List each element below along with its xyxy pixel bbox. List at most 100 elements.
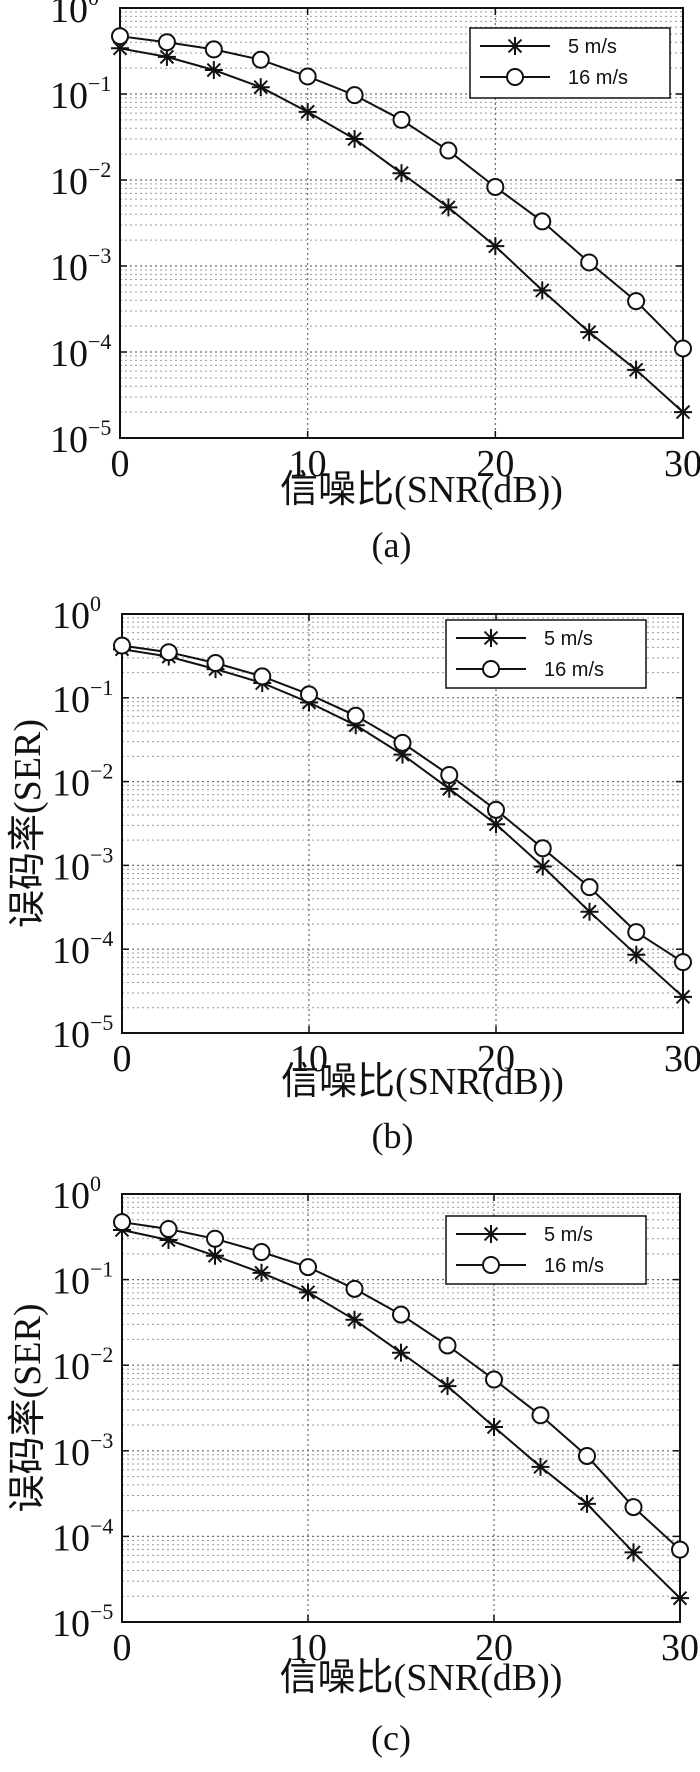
star-stroke (440, 1378, 455, 1394)
star-stroke (206, 62, 222, 78)
star-stroke (507, 38, 523, 54)
star-stroke (628, 362, 644, 378)
star-marker (580, 902, 599, 921)
star-stroke (579, 1496, 595, 1512)
x-tick-label: 10 (289, 443, 327, 485)
star-stroke (533, 1459, 548, 1475)
y-tick-label: 100 (50, 0, 99, 31)
circle-marker (392, 110, 411, 129)
star-marker (482, 1225, 500, 1243)
star-marker (392, 1343, 410, 1362)
y-tick-label: 10−4 (52, 926, 113, 972)
y-tick-label: 100 (52, 1171, 101, 1217)
star-stroke (300, 1285, 316, 1300)
legend: 5 m/s 16 m/s (445, 1215, 647, 1285)
series-line (121, 1229, 681, 1599)
star-marker (533, 857, 552, 876)
circle-marker (482, 660, 500, 678)
star-marker (392, 164, 411, 183)
circle-marker (159, 643, 178, 662)
star-stroke (483, 630, 499, 646)
star-stroke (347, 1312, 362, 1327)
circle-marker (346, 706, 365, 725)
star-stroke (629, 947, 644, 962)
y-tick-base: 10 (52, 1517, 90, 1559)
y-tick-label: 10−3 (50, 243, 111, 289)
x-tick-label: 10 (289, 1627, 327, 1669)
star-stroke (159, 49, 175, 65)
star-marker (580, 323, 599, 342)
x-axis-label: 信噪比(SNR(dB)) (280, 1657, 563, 1699)
x-tick-label: 10 (290, 1038, 328, 1080)
circle-marker (299, 1258, 317, 1277)
star-marker (531, 1457, 550, 1476)
plot-frame (121, 613, 684, 1034)
circle-marker (392, 1305, 410, 1324)
series-line (121, 644, 684, 964)
x-tick-label: 20 (475, 1627, 513, 1669)
star-marker (485, 1417, 503, 1436)
star-marker (627, 945, 646, 964)
y-tick-exponent: −5 (88, 415, 111, 440)
circle-marker (674, 339, 692, 358)
panel-label: (b) (372, 1116, 414, 1156)
star-marker (482, 629, 500, 647)
y-tick-exponent: −1 (88, 71, 111, 96)
y-tick-exponent: −4 (90, 926, 113, 951)
y-tick-base: 10 (50, 419, 88, 461)
star-marker (345, 1310, 364, 1329)
y-tick-base: 10 (52, 595, 90, 637)
star-stroke (207, 1248, 223, 1263)
legend-box (445, 619, 647, 689)
circle-marker (300, 685, 318, 704)
y-tick-base: 10 (50, 75, 88, 117)
circle-marker (506, 68, 524, 86)
y-tick-label: 10−4 (50, 329, 111, 375)
minor-grid (122, 617, 683, 1009)
y-tick-exponent: −5 (90, 1010, 113, 1035)
y-axis-label: 误码率(SER) (7, 719, 49, 928)
circle-marker (531, 1406, 550, 1425)
panel-label: (c) (371, 1718, 411, 1758)
star-marker (204, 61, 223, 80)
y-tick-label: 10−1 (52, 1257, 113, 1303)
circle-marker (439, 141, 458, 160)
y-tick-exponent: −2 (90, 759, 113, 784)
legend-label: 5 m/s (544, 628, 593, 650)
star-marker (438, 1377, 457, 1396)
y-tick-exponent: −2 (88, 157, 111, 182)
series-1 (113, 636, 692, 972)
star-stroke (488, 238, 503, 254)
circle-marker (206, 654, 225, 673)
y-tick-label: 10−5 (52, 1599, 113, 1645)
circle-marker (438, 1336, 457, 1355)
x-tick-label: 20 (476, 443, 514, 485)
circle-marker (157, 33, 176, 52)
y-tick-label: 10−3 (52, 842, 113, 888)
star-marker (578, 1494, 596, 1513)
y-tick-base: 10 (52, 1014, 90, 1056)
y-tick-base: 10 (50, 0, 88, 31)
x-tick-label: 20 (477, 1038, 515, 1080)
star-marker (440, 779, 459, 798)
y-tick-exponent: 0 (88, 0, 99, 10)
star-stroke (581, 324, 597, 340)
star-stroke (488, 817, 504, 832)
star-marker (674, 403, 692, 422)
star-marker (299, 1283, 317, 1302)
x-tick-label: 30 (661, 1627, 699, 1669)
circle-marker (671, 1540, 689, 1559)
legend-box (469, 27, 671, 99)
circle-marker (533, 212, 552, 231)
y-tick-base: 10 (52, 1603, 90, 1645)
major-grid (122, 614, 683, 1033)
y-tick-exponent: −1 (90, 675, 113, 700)
star-stroke (535, 859, 550, 874)
circle-marker (252, 1243, 271, 1262)
y-tick-exponent: −3 (90, 842, 113, 867)
star-marker (486, 237, 505, 256)
y-tick-label: 10−1 (50, 71, 111, 117)
circle-marker (298, 67, 317, 86)
y-tick-base: 10 (52, 763, 90, 805)
x-axis-label: 信噪比(SNR(dB)) (280, 469, 563, 511)
